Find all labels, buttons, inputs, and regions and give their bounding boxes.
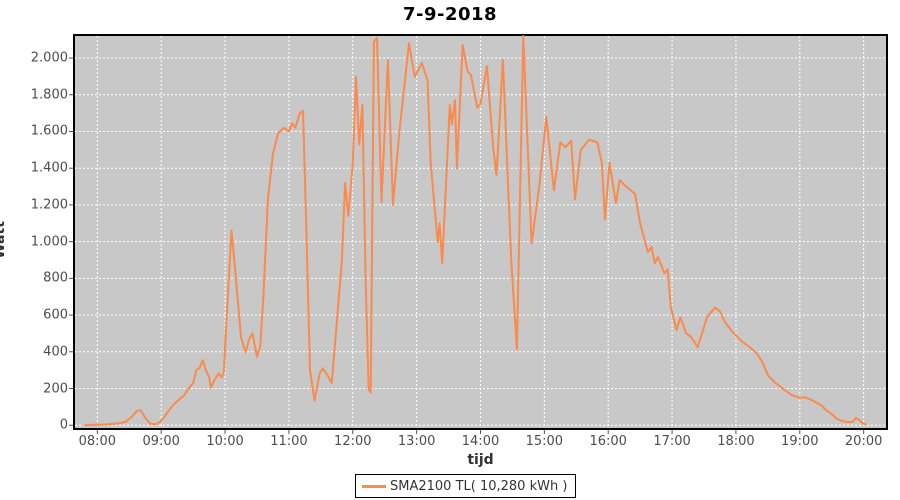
y-tick-label: 2.000 (30, 50, 68, 66)
x-tick-label: 17:00 (653, 434, 691, 449)
x-tick-label: 16:00 (589, 434, 627, 449)
x-tick-label: 18:00 (717, 434, 755, 449)
x-tick-label: 08:00 (78, 434, 117, 449)
legend-label: SMA2100 TL( 10,280 kWh ) (390, 478, 568, 494)
y-tick-label: 0 (59, 417, 68, 433)
series-line (83, 35, 867, 427)
y-tick-label: 1.200 (30, 197, 68, 213)
y-tick-label: 800 (43, 270, 68, 286)
y-tick-label: 1.800 (30, 87, 68, 103)
x-tick-label: 09:00 (142, 434, 180, 449)
legend: SMA2100 TL( 10,280 kWh ) (355, 474, 577, 498)
x-tick-label: 14:00 (461, 434, 500, 449)
y-tick-label: 400 (43, 344, 68, 360)
x-tick-label: 13:00 (397, 434, 436, 449)
legend-line-swatch (362, 484, 386, 488)
y-tick-label: 600 (43, 307, 68, 323)
chart-title: 7-9-2018 (402, 4, 498, 25)
y-tick-label: 1.400 (30, 160, 68, 176)
x-tick-label: 15:00 (525, 434, 564, 449)
y-tick-label: 1.600 (30, 123, 68, 139)
x-tick-label: 19:00 (781, 434, 819, 449)
x-tick-label: 10:00 (206, 434, 244, 449)
x-tick-label: 12:00 (334, 434, 372, 449)
y-tick-label: 1.000 (30, 234, 68, 250)
plot-canvas (69, 35, 886, 434)
x-axis-label: tijd (467, 452, 494, 468)
plot-area (69, 34, 888, 434)
x-tick-label: 20:00 (844, 434, 883, 449)
y-tick-label: 200 (43, 381, 68, 397)
x-tick-label: 11:00 (270, 434, 308, 449)
